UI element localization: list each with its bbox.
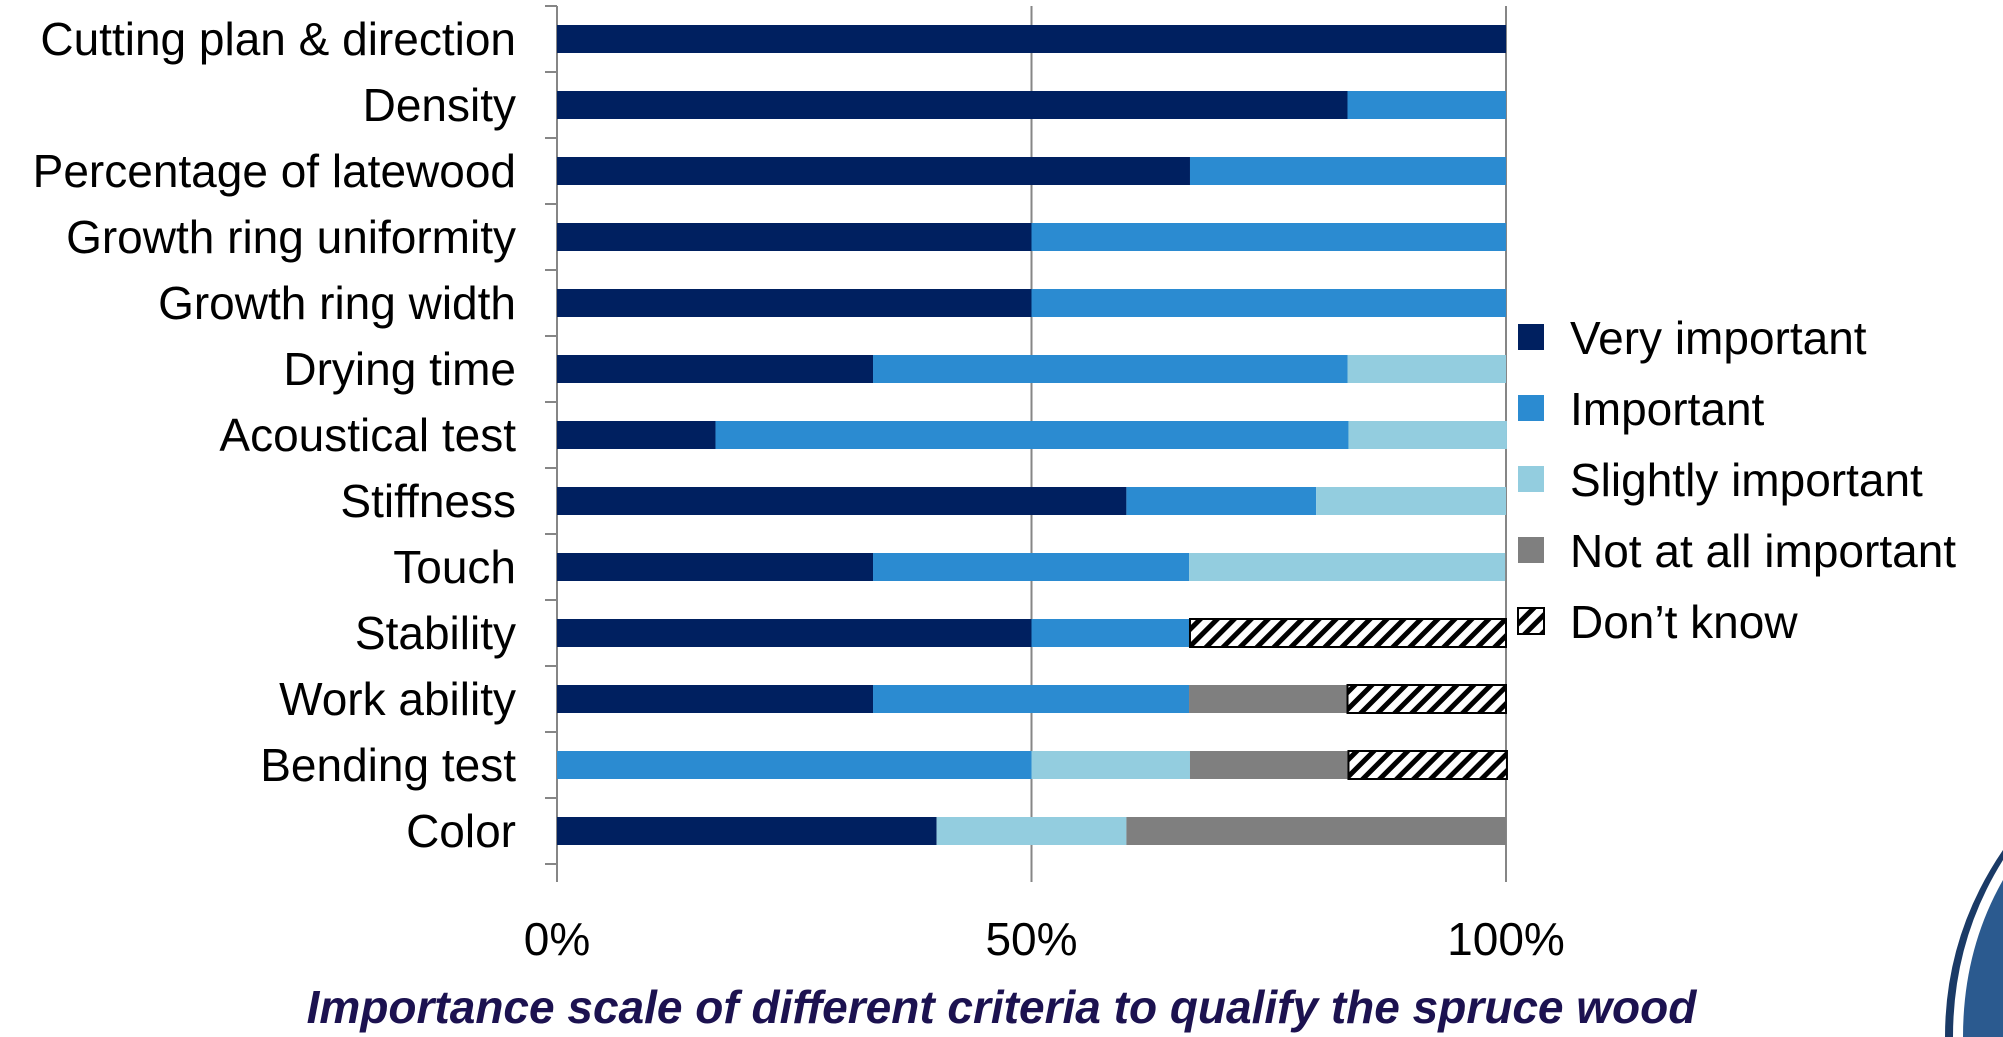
bar-9-1 bbox=[1031, 619, 1190, 647]
bar-10-4 bbox=[1346, 684, 1507, 714]
bar-7-0 bbox=[557, 487, 1127, 515]
legend-label-1: Important bbox=[1570, 383, 1765, 435]
bar-5-2 bbox=[1347, 355, 1506, 383]
category-label-9: Stability bbox=[355, 607, 516, 659]
legend-label-2: Slightly important bbox=[1570, 454, 1923, 506]
x-tick-label-2: 100% bbox=[1447, 913, 1565, 965]
bar-7-1 bbox=[1126, 487, 1317, 515]
bar-1-1 bbox=[1347, 91, 1506, 119]
category-label-10: Work ability bbox=[279, 673, 516, 725]
bar-9-4 bbox=[1188, 618, 1508, 648]
bar-2-0 bbox=[557, 157, 1190, 185]
bar-8-1 bbox=[873, 553, 1190, 581]
x-tick-label-1: 50% bbox=[985, 913, 1077, 965]
category-label-12: Color bbox=[406, 805, 516, 857]
category-label-8: Touch bbox=[393, 541, 516, 593]
bar-6-0 bbox=[557, 421, 716, 449]
legend-label-3: Not at all important bbox=[1570, 525, 1956, 577]
bar-8-2 bbox=[1189, 553, 1506, 581]
bar-1-0 bbox=[557, 91, 1348, 119]
bar-6-1 bbox=[715, 421, 1349, 449]
category-label-1: Density bbox=[363, 79, 516, 131]
bar-12-0 bbox=[557, 817, 937, 845]
bar-2-1 bbox=[1189, 157, 1506, 185]
category-label-2: Percentage of latewood bbox=[33, 145, 516, 197]
x-tick-label-0: 0% bbox=[524, 913, 590, 965]
bar-11-4 bbox=[1347, 750, 1508, 780]
bar-12-3 bbox=[1126, 817, 1506, 845]
bar-7-2 bbox=[1316, 487, 1506, 515]
legend-swatch-0 bbox=[1518, 324, 1544, 350]
y-axis bbox=[545, 5, 558, 882]
legend-swatch-1 bbox=[1518, 395, 1544, 421]
category-label-4: Growth ring width bbox=[158, 277, 516, 329]
corner-decoration bbox=[1945, 0, 2003, 1037]
bar-11-2 bbox=[1031, 751, 1190, 779]
legend-swatch-4 bbox=[1517, 607, 1545, 635]
bar-8-0 bbox=[557, 553, 874, 581]
bar-10-0 bbox=[557, 685, 874, 713]
category-label-6: Acoustical test bbox=[219, 409, 516, 461]
category-label-3: Growth ring uniformity bbox=[66, 211, 516, 263]
category-label-7: Stiffness bbox=[340, 475, 516, 527]
chart-caption: Importance scale of different criteria t… bbox=[306, 981, 1697, 1033]
legend-swatch-3 bbox=[1518, 537, 1544, 563]
x-tick-labels: 0% 50% 100% bbox=[524, 913, 1565, 965]
bar-10-3 bbox=[1189, 685, 1348, 713]
bar-12-2 bbox=[936, 817, 1127, 845]
bar-11-1 bbox=[557, 751, 1032, 779]
bars bbox=[557, 25, 1508, 845]
bar-9-0 bbox=[557, 619, 1032, 647]
category-label-11: Bending test bbox=[260, 739, 516, 791]
category-labels: Cutting plan & direction Density Percentag… bbox=[33, 13, 517, 857]
bar-0-0 bbox=[557, 25, 1506, 53]
category-label-0: Cutting plan & direction bbox=[40, 13, 516, 65]
bar-5-1 bbox=[873, 355, 1348, 383]
bar-3-1 bbox=[1031, 223, 1506, 251]
bar-11-3 bbox=[1189, 751, 1349, 779]
legend: Very important Important Slightly importan… bbox=[1517, 312, 1956, 648]
bar-4-0 bbox=[557, 289, 1032, 317]
bar-4-1 bbox=[1031, 289, 1506, 317]
category-label-5: Drying time bbox=[283, 343, 516, 395]
bar-10-1 bbox=[873, 685, 1190, 713]
legend-label-4: Don’t know bbox=[1570, 596, 1798, 648]
bar-5-0 bbox=[557, 355, 874, 383]
legend-label-0: Very important bbox=[1570, 312, 1867, 364]
bar-3-0 bbox=[557, 223, 1032, 251]
bar-6-2 bbox=[1348, 421, 1507, 449]
legend-swatch-2 bbox=[1518, 466, 1544, 492]
